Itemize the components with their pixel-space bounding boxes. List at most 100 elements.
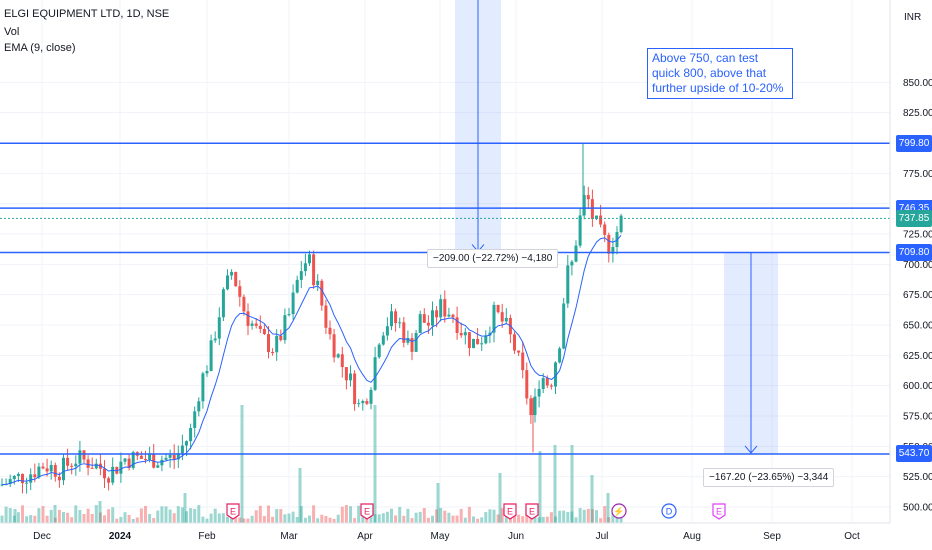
candle-body: [377, 344, 381, 358]
volume-bar: [49, 509, 53, 523]
candle-body: [344, 367, 348, 381]
time-tick-label: May: [431, 531, 450, 542]
volume-bar: [298, 468, 302, 523]
volume-bar: [107, 509, 111, 523]
price-tick-label: 675.00: [903, 290, 932, 301]
volume-bar: [78, 510, 82, 523]
volume-bar: [238, 517, 242, 523]
candle-body: [271, 352, 275, 354]
candle-body: [156, 465, 160, 468]
volume-bar: [340, 506, 344, 523]
price-tick-label: 650.00: [903, 321, 932, 332]
candle-body: [246, 311, 250, 326]
candle-body: [525, 370, 529, 399]
event-marker-label: D: [666, 507, 673, 517]
volume-bar: [316, 518, 320, 523]
candle-body: [357, 403, 361, 405]
candle-body: [8, 479, 12, 484]
event-marker-label: E: [507, 507, 513, 517]
candle-body: [414, 333, 418, 352]
volume-bar: [549, 512, 553, 523]
volume-bar: [537, 517, 541, 523]
candle-body: [439, 299, 443, 318]
measure-label-2: −167.20 (−23.65%) −3,344: [703, 468, 835, 487]
price-tick-label: 850.00: [903, 78, 932, 89]
candle-body: [160, 459, 164, 466]
volume-bar: [488, 509, 492, 523]
price-tick-label: 775.00: [903, 169, 932, 180]
volume-bar: [123, 512, 127, 523]
text-annotation[interactable]: Above 750, can test quick 800, above tha…: [647, 48, 793, 99]
volume-bar: [349, 506, 352, 523]
earnings-marker: [712, 503, 726, 520]
candle-body: [402, 322, 406, 343]
volume-bar: [197, 505, 201, 523]
symbol-title: ELGI EQUIPMENT LTD, 1D, NSE: [4, 8, 170, 20]
volume-bar: [189, 508, 193, 523]
volume-bar: [70, 517, 74, 523]
volume-bar: [496, 514, 500, 523]
candle-body: [62, 457, 65, 481]
volume-bar: [148, 513, 152, 523]
candle-body: [209, 340, 213, 371]
volume-bar: [127, 514, 131, 523]
candle-body: [476, 338, 480, 345]
candle-body: [90, 467, 94, 469]
candle-body: [45, 468, 49, 472]
volume-bar: [254, 510, 258, 523]
candle-body: [472, 338, 475, 349]
volume-bar: [373, 405, 377, 523]
volume-bar: [119, 516, 123, 523]
candle-body: [558, 348, 562, 363]
event-marker-label: E: [716, 507, 722, 517]
volume-bar: [13, 509, 17, 523]
candle-body: [303, 263, 307, 272]
candle-body: [275, 335, 279, 353]
volume-bar: [385, 511, 389, 523]
volume-bar: [607, 517, 611, 523]
volume-bar: [455, 515, 459, 523]
volume-bar: [66, 512, 70, 523]
candle-body: [459, 332, 463, 336]
event-marker-label: E: [364, 507, 370, 517]
price-tick-label: 500.00: [903, 503, 932, 514]
volume-bar: [156, 510, 160, 523]
candle-body: [545, 378, 549, 386]
volume-bar: [144, 505, 147, 523]
volume-bar: [570, 511, 574, 523]
volume-bar: [324, 515, 328, 523]
volume-bar: [476, 518, 480, 523]
volume-legend: Vol: [4, 26, 20, 38]
volume-bar: [369, 511, 373, 523]
candle-body: [12, 475, 16, 480]
candle-body: [152, 453, 156, 468]
candle-body: [492, 304, 496, 333]
split-marker: [611, 503, 627, 519]
price-tick-label: 700.00: [903, 260, 932, 271]
measure-arrowhead-2: [744, 445, 758, 454]
candle-body: [586, 195, 590, 200]
candle-body: [49, 465, 53, 472]
candle-body: [82, 450, 86, 460]
candle-body: [193, 411, 197, 428]
volume-bar: [410, 518, 414, 523]
volume-bar: [406, 508, 410, 523]
dividend-marker: [661, 503, 677, 519]
candle-body: [595, 215, 598, 219]
candle-body: [86, 459, 90, 468]
volume-bar: [439, 507, 443, 523]
candle-body: [221, 289, 225, 318]
candle-body: [74, 463, 78, 467]
candle-body: [115, 466, 119, 474]
candle-body: [455, 317, 459, 333]
volume-bar: [538, 451, 542, 523]
candle-body: [607, 234, 611, 254]
candle-body: [373, 357, 377, 390]
volume-bar: [578, 507, 582, 523]
candle-body: [148, 453, 152, 460]
volume-bar: [291, 511, 295, 523]
volume-bar: [201, 516, 205, 523]
candle-body: [426, 322, 430, 326]
candle-body: [517, 350, 521, 353]
